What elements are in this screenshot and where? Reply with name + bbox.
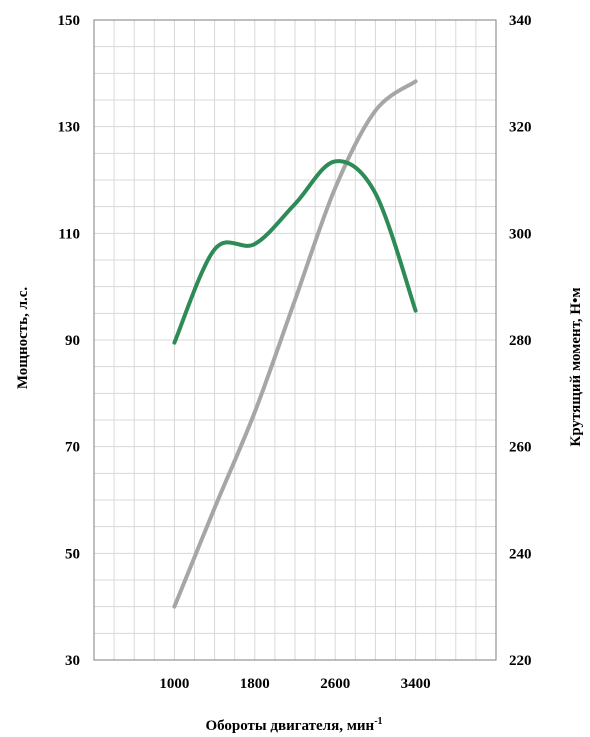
y-left-tick-labels: 30 50 70 90 110 130 150 — [58, 13, 81, 669]
plot-border — [93, 19, 497, 661]
y-left-tick-label: 50 — [65, 546, 80, 562]
y-right-tick-label: 280 — [509, 333, 532, 349]
y-right-tick-label: 320 — [509, 120, 532, 136]
grid — [94, 20, 496, 660]
torque-series-line — [172, 159, 418, 345]
y-right-tick-label: 260 — [509, 440, 532, 456]
y-left-tick-label: 70 — [65, 440, 80, 456]
y-right-axis-label: Крутящий момент, Н•м — [568, 287, 584, 446]
y-left-tick-label: 30 — [65, 653, 80, 669]
y-right-tick-label: 340 — [509, 13, 532, 29]
x-tick-label: 3400 — [401, 676, 431, 692]
y-left-axis-label: Мощность, л.с. — [15, 287, 31, 390]
y-right-tick-label: 220 — [509, 653, 532, 669]
series-layer — [172, 79, 418, 609]
y-left-tick-label: 110 — [58, 226, 80, 242]
x-axis-label-text: Обороты двигателя, мин — [205, 718, 374, 734]
y-left-tick-label: 130 — [58, 120, 81, 136]
x-tick-label: 1800 — [240, 676, 270, 692]
y-right-tick-label: 240 — [509, 546, 532, 562]
y-left-tick-label: 90 — [65, 333, 80, 349]
x-tick-label: 2600 — [320, 676, 350, 692]
x-axis-label: Обороты двигателя, мин-1 — [205, 716, 382, 734]
x-tick-labels: 1000 1800 2600 3400 — [159, 676, 430, 692]
power-series-line — [172, 79, 418, 609]
x-tick-label: 1000 — [159, 676, 189, 692]
x-axis-label-superscript: -1 — [374, 716, 382, 727]
y-left-tick-label: 150 — [58, 13, 81, 29]
y-right-tick-label: 300 — [509, 226, 532, 242]
y-right-tick-labels: 220 240 260 280 300 320 340 — [509, 13, 532, 669]
